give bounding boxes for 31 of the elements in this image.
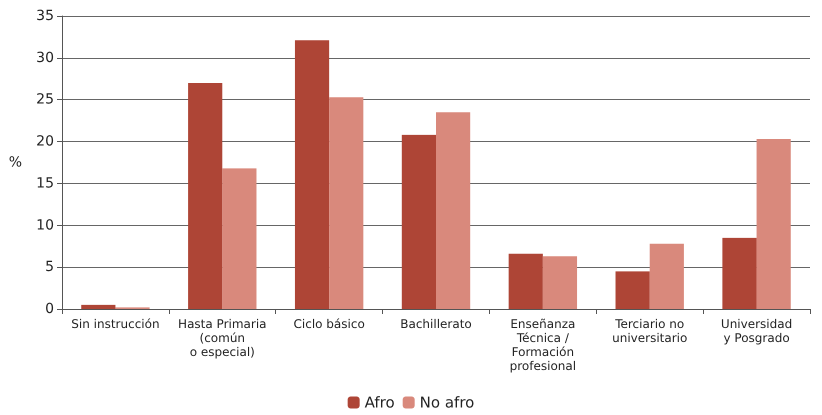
bar: [650, 244, 684, 309]
x-tick-label: Bachillerato: [400, 317, 472, 331]
y-tick-label: 20: [36, 134, 54, 150]
legend-label: No afro: [420, 394, 474, 412]
bar: [81, 304, 116, 309]
x-tick-label: Universidad y Posgrado: [720, 317, 792, 345]
y-tick-label: 35: [36, 8, 54, 24]
bar: [756, 139, 791, 309]
y-tick-label: 5: [45, 259, 54, 276]
x-tick-label: Terciario no universitario: [612, 317, 688, 345]
bar: [616, 271, 650, 309]
y-tick-label: 0: [45, 301, 54, 317]
y-tick-label: 25: [36, 92, 54, 108]
y-tick-label: 15: [36, 175, 54, 192]
bar: [294, 40, 330, 309]
bar: [542, 256, 578, 309]
bar: [722, 238, 757, 309]
bar: [436, 112, 470, 309]
x-tick-label: Sin instrucción: [71, 317, 160, 331]
x-tick-label: Enseñanza Técnica / Formación profesional: [510, 317, 576, 373]
bar: [188, 82, 222, 309]
bar: [222, 168, 256, 309]
legend-label: Afro: [364, 394, 395, 412]
y-tick-label: 30: [36, 50, 54, 66]
x-tick-label: Ciclo básico: [293, 317, 365, 331]
y-axis-title: %: [8, 154, 22, 170]
bar: [402, 134, 436, 309]
y-tick-label: 10: [36, 217, 54, 234]
bar: [329, 97, 364, 309]
x-tick-label: Hasta Primaria (común o especial): [178, 317, 267, 359]
bar: [508, 254, 543, 309]
